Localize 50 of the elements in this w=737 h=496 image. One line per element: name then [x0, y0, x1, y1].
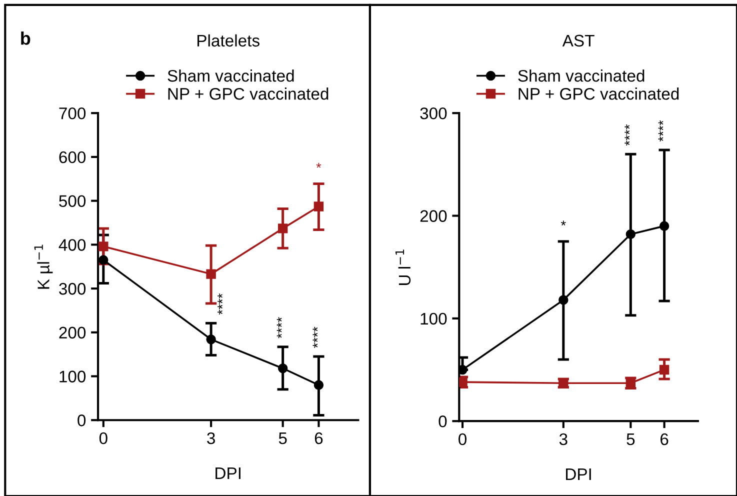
chart-title: AST [562, 34, 594, 47]
y-tick-label: 600 [59, 151, 86, 164]
x-tick-label: 3 [559, 433, 568, 446]
y-tick-label: 500 [59, 195, 86, 208]
x-tick-label: 6 [314, 432, 323, 444]
point [206, 269, 216, 279]
point [278, 224, 288, 234]
y-tick-label: 0 [78, 414, 86, 426]
y-tick-label: 200 [59, 326, 86, 339]
legend-label: NP + GPC vaccinated [518, 88, 679, 100]
point [626, 229, 636, 240]
point [98, 242, 108, 252]
y-tick-label: 100 [60, 370, 86, 382]
legend-label: Sham vaccinated [168, 70, 294, 82]
point [558, 295, 568, 305]
chart-title: Platelets [198, 34, 260, 47]
x-tick-label: 5 [626, 434, 635, 446]
x-tick-label: 0 [458, 433, 466, 446]
annotation: **** [312, 326, 318, 348]
y-tick-label: 0 [438, 416, 447, 428]
point [98, 255, 108, 265]
annotation: **** [624, 124, 630, 146]
point [659, 221, 670, 231]
y-tick-label: 400 [58, 239, 86, 251]
y-axis-title: K µl$^{−1}$ [34, 244, 53, 289]
y-tick-label: 300 [420, 107, 447, 120]
legend-label: Sham vaccinated [518, 70, 644, 82]
point [314, 202, 324, 212]
annotation: **** [658, 120, 664, 142]
y-axis-title: U l$^{−1}$ [396, 250, 411, 285]
x-tick-label: 6 [660, 433, 668, 446]
y-tick-label: 300 [59, 282, 86, 295]
point [278, 363, 288, 374]
annotation: * [316, 162, 322, 168]
annotation: **** [218, 293, 222, 315]
point [659, 364, 670, 375]
annotation: **** [276, 317, 282, 338]
legend-label: NP + GPC vaccinated [168, 88, 328, 100]
point [206, 334, 216, 344]
x-axis-title: DPI [216, 468, 240, 479]
y-tick-label: 200 [420, 210, 447, 222]
point [314, 380, 324, 390]
y-tick-label: 100 [420, 312, 447, 325]
text: b [21, 32, 30, 45]
x-tick-label: 3 [207, 432, 215, 444]
x-axis-title: DPI [566, 468, 591, 480]
x-tick-label: 5 [278, 432, 287, 444]
y-tick-label: 700 [59, 107, 86, 120]
x-tick-label: 0 [99, 432, 108, 444]
annotation: * [560, 220, 566, 226]
